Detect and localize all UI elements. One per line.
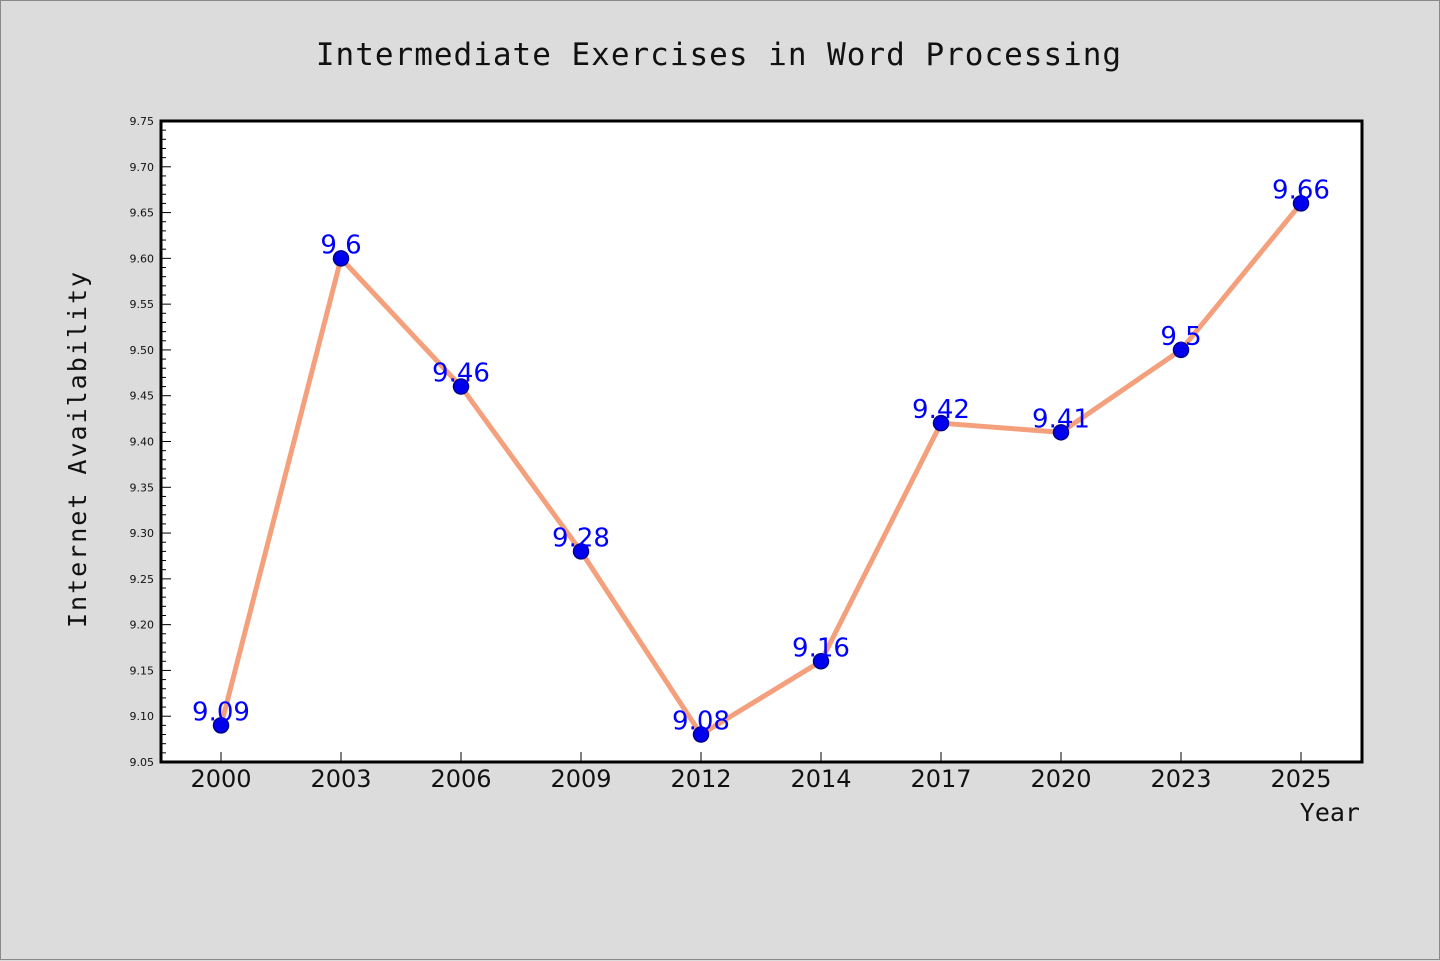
data-point	[212, 717, 230, 734]
y-tick-label: 9.55	[130, 298, 155, 311]
data-point	[1052, 424, 1070, 441]
x-tick-label: 2014	[790, 765, 851, 793]
y-tick-label: 9.25	[130, 573, 155, 586]
data-label: 9.16	[792, 633, 850, 663]
data-label: 9.46	[432, 359, 490, 389]
data-point	[1172, 341, 1190, 359]
x-tick-label: 2020	[1030, 765, 1091, 793]
y-tick-label: 9.60	[130, 252, 155, 265]
x-axis-label: Year	[1300, 798, 1360, 827]
data-label: 9.41	[1032, 404, 1090, 434]
data-label: 9.09	[192, 697, 250, 727]
data-point	[452, 378, 470, 395]
data-label: 9.42	[912, 395, 970, 425]
series-line	[218, 200, 1304, 738]
y-tick-label: 9.20	[130, 619, 155, 632]
x-tick-label: 2006	[430, 765, 491, 793]
x-tick-label: 2017	[910, 765, 971, 793]
x-tick-label: 2000	[190, 765, 251, 793]
data-labels: 9.09 9.6 9.46 9.28 9.08 9.16 9.42 9.41 9.5 9.66	[192, 175, 1330, 736]
y-tick-label: 9.45	[130, 390, 155, 403]
x-tick-label: 2012	[670, 765, 731, 793]
data-point	[812, 653, 830, 670]
data-label: 9.6	[320, 230, 361, 260]
chart-title: Intermediate Exercises in Word Processin…	[316, 37, 1122, 73]
x-axis-ticks: 2000 2003 2006 2009 2012 2014 2017 2020 2023 2025	[190, 752, 1332, 793]
data-label: 9.28	[552, 523, 610, 553]
y-tick-label: 9.65	[130, 207, 155, 220]
data-point-markers	[212, 195, 1310, 743]
data-point	[332, 250, 350, 267]
x-tick-label: 2009	[550, 765, 611, 793]
data-label: 9.5	[1160, 322, 1201, 352]
data-point	[932, 414, 950, 432]
y-tick-label: 9.35	[130, 481, 155, 494]
data-point	[692, 726, 710, 743]
data-point	[1292, 195, 1310, 212]
y-axis-label: Internet Availability	[63, 270, 92, 628]
plot-area	[161, 121, 1362, 762]
y-tick-label: 9.05	[130, 756, 155, 769]
y-tick-label: 9.70	[130, 161, 155, 174]
data-label: 9.66	[1272, 175, 1330, 205]
data-point	[572, 543, 590, 560]
x-tick-label: 2003	[310, 765, 371, 793]
y-tick-label: 9.10	[130, 710, 155, 723]
y-tick-label: 9.75	[130, 115, 155, 128]
plot-border	[159, 119, 1364, 764]
data-label: 9.08	[672, 707, 730, 737]
y-tick-label: 9.30	[130, 527, 155, 540]
x-tick-label: 2025	[1270, 765, 1331, 793]
y-tick-label: 9.15	[130, 664, 155, 677]
series-line-group	[218, 200, 1304, 738]
y-tick-label: 9.50	[130, 344, 155, 357]
y-tick-label: 9.40	[130, 436, 155, 449]
x-tick-label: 2023	[1150, 765, 1211, 793]
